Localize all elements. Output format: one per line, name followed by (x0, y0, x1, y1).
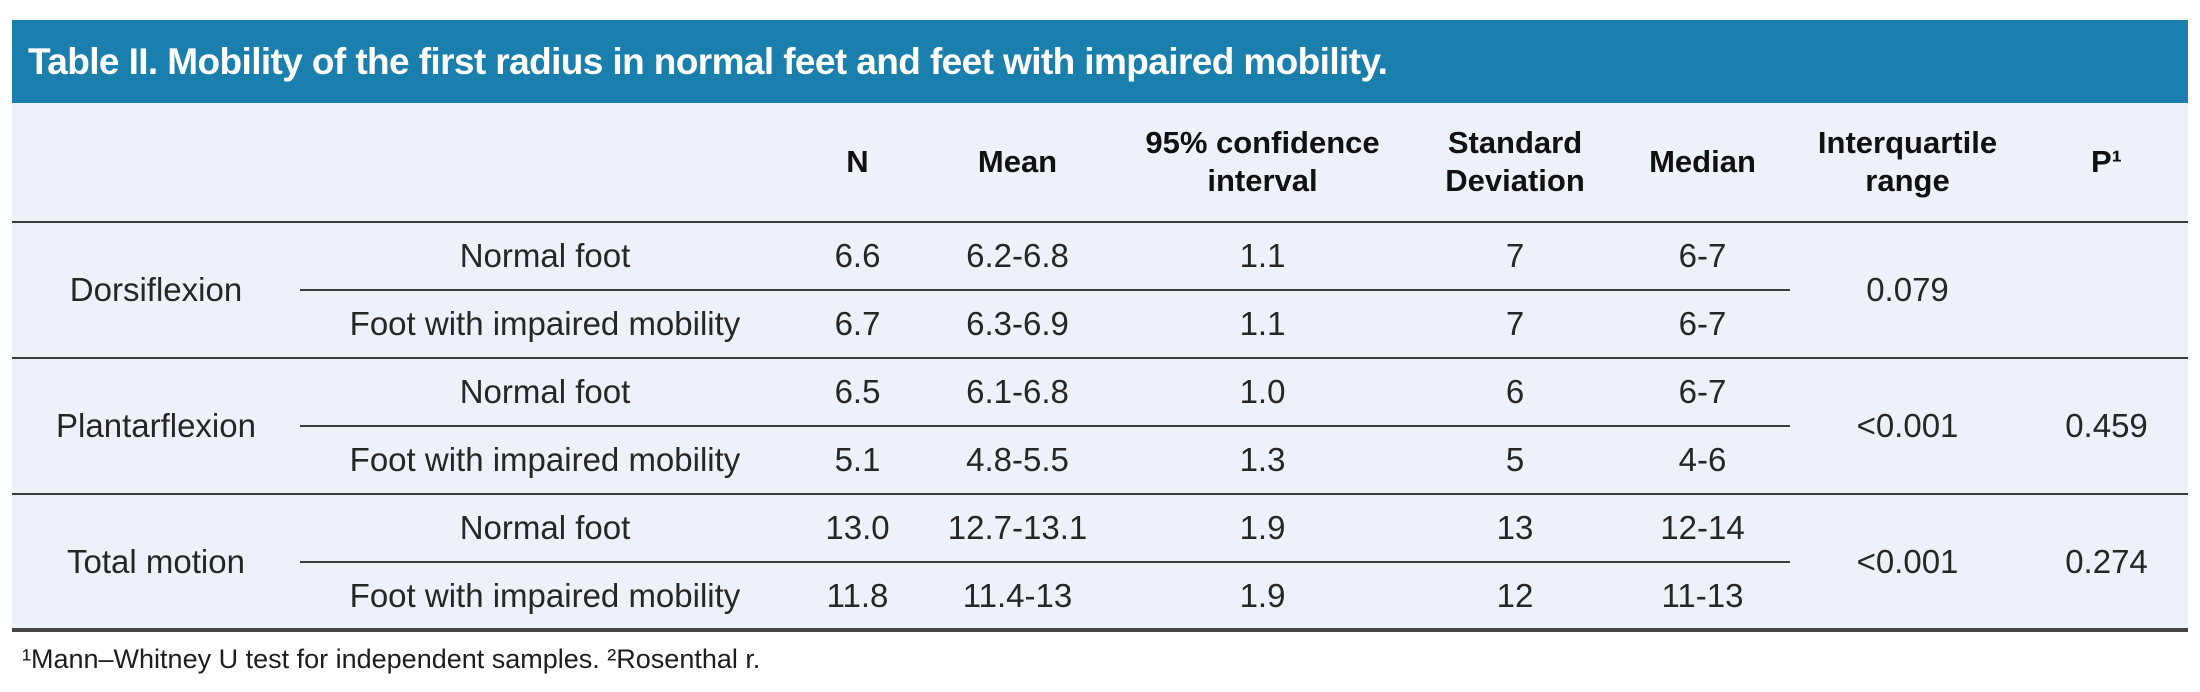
row-sub-label: Foot with impaired mobility (300, 426, 790, 495)
cell-mean: 4.8-5.5 (925, 426, 1110, 495)
header-median: Median (1615, 103, 1790, 223)
cell-p-merged (2025, 222, 2188, 359)
row-sub-label: Foot with impaired mobility (300, 290, 790, 359)
header-empty-group (12, 103, 300, 223)
table-footnote: ¹Mann–Whitney U test for independent sam… (22, 644, 761, 674)
cell-p-merged: 0.274 (2065, 542, 2148, 580)
cell-n: 5.1 (790, 426, 925, 495)
table-row: Foot with impaired mobility 5.1 4.8-5.5 … (12, 426, 2188, 495)
cell-n: 6.7 (790, 290, 925, 359)
header-row: N Mean 95% confidence interval Standard … (12, 103, 2188, 223)
table-title: Table II. Mobility of the first radius i… (28, 40, 1388, 82)
table-row: Foot with impaired mobility 6.7 6.3-6.9 … (12, 290, 2188, 359)
cell-median: 11-13 (1661, 576, 1744, 614)
cell-iqr-merged: <0.001 (1856, 542, 1959, 580)
cell-mean: 11.4-13 (962, 576, 1073, 614)
cell-median: 6-7 (1615, 290, 1790, 359)
table-title-bar: Table II. Mobility of the first radius i… (12, 20, 2188, 103)
group-dorsiflexion-label: Dorsiflexion (12, 222, 300, 359)
cell-sd: 5 (1415, 426, 1615, 495)
group-total-motion-label: Total motion (67, 542, 245, 580)
cell-ci: 1.3 (1110, 426, 1415, 495)
cell-mean: 12.7-13.1 (925, 494, 1110, 563)
header-mean: Mean (925, 103, 1110, 223)
cell-median: 12-14 (1615, 494, 1790, 563)
cell-iqr-merged: 0.079 (1790, 222, 2025, 359)
cell-sd: 6 (1415, 358, 1615, 427)
cell-ci: 1.0 (1110, 358, 1415, 427)
cell-iqr-merged: <0.001 (1790, 358, 2025, 495)
cell-median: 6-7 (1615, 222, 1790, 291)
row-sub-label: Normal foot (300, 358, 790, 427)
cell-n: 11.8 (826, 576, 889, 614)
cell-sd: 7 (1415, 290, 1615, 359)
row-sub-label: Foot with impaired mobility (349, 576, 741, 614)
table-row: Plantarflexion Normal foot 6.5 6.1-6.8 1… (12, 358, 2188, 495)
cell-ci: 1.1 (1110, 290, 1415, 359)
cell-mean: 6.2-6.8 (925, 222, 1110, 291)
cell-p-merged: 0.459 (2025, 358, 2188, 495)
table-row: Total motion Normal foot 13.0 12.7-13.1 … (12, 494, 2188, 580)
cell-median: 4-6 (1615, 426, 1790, 495)
header-p: P¹ (2025, 103, 2188, 223)
cell-n: 13.0 (790, 494, 925, 563)
row-sub-label: Normal foot (300, 222, 790, 291)
cell-sd: 12 (1496, 576, 1534, 614)
header-n: N (790, 103, 925, 223)
cell-ci: 1.1 (1110, 222, 1415, 291)
cell-mean: 6.3-6.9 (925, 290, 1110, 359)
header-empty-sub (300, 103, 790, 223)
group-plantarflexion-label: Plantarflexion (12, 358, 300, 495)
cell-sd: 13 (1415, 494, 1615, 563)
cell-n: 6.5 (790, 358, 925, 427)
header-confidence-interval: 95% confidence interval (1110, 103, 1415, 223)
cell-n: 6.6 (790, 222, 925, 291)
cell-sd: 7 (1415, 222, 1615, 291)
header-interquartile-range: Interquartile range (1790, 103, 2025, 223)
row-sub-label: Normal foot (300, 494, 790, 563)
header-standard-deviation: Standard Deviation (1415, 103, 1615, 223)
cell-mean: 6.1-6.8 (925, 358, 1110, 427)
cell-ci: 1.9 (1110, 494, 1415, 563)
mobility-table: N Mean 95% confidence interval Standard … (12, 103, 2188, 632)
table-row: Foot with impaired mobility 11.8 11.4-13… (12, 562, 2188, 630)
table-card: Table II. Mobility of the first radius i… (12, 20, 2188, 632)
cell-median: 6-7 (1615, 358, 1790, 427)
table-row: Dorsiflexion Normal foot 6.6 6.2-6.8 1.1… (12, 222, 2188, 359)
cell-ci: 1.9 (1239, 576, 1286, 614)
